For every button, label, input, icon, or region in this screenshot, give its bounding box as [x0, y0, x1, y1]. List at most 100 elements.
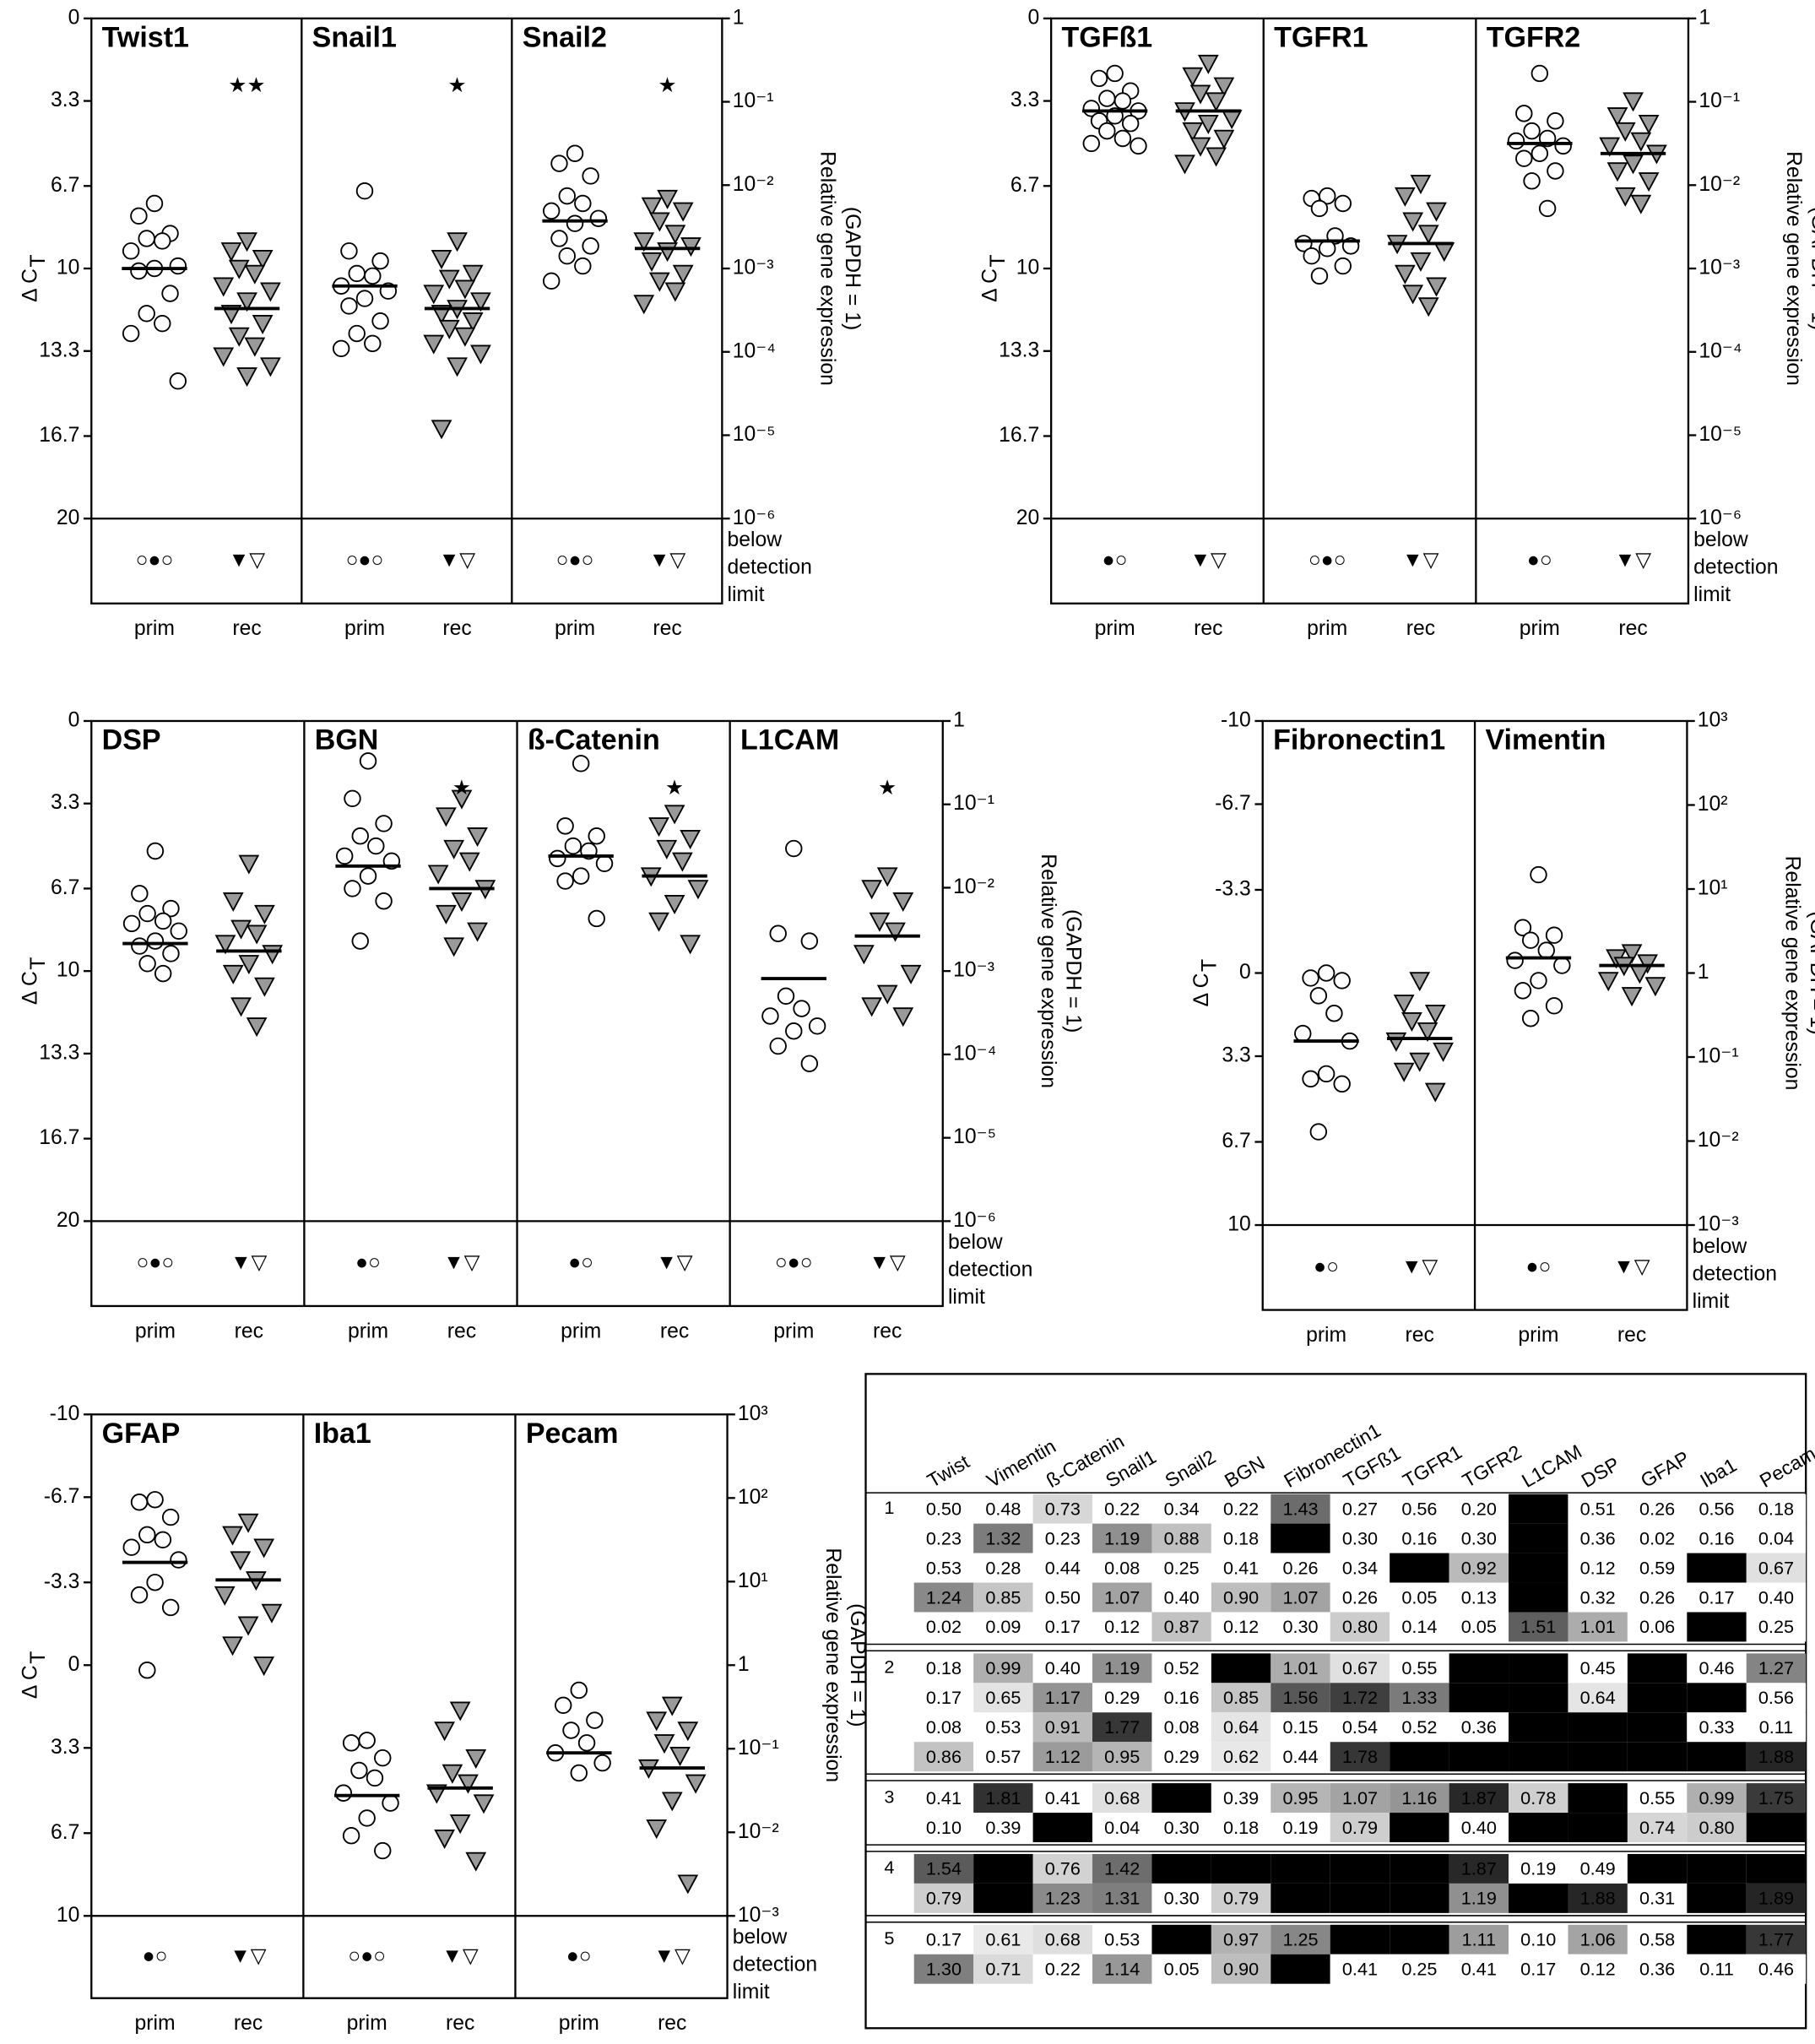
table-cell — [1032, 1783, 1093, 1814]
rec-point — [687, 880, 709, 900]
rec-point — [236, 232, 257, 252]
group-label: prim — [135, 1320, 176, 1342]
table-cell-value: 1.32 — [985, 1527, 1021, 1548]
rec-point — [1417, 1022, 1438, 1042]
prim-point — [558, 247, 576, 265]
below-detection-symbols: ●○ — [568, 1251, 593, 1274]
y2-tick-label: 10⁻³ — [953, 959, 994, 982]
y-tick-label: 10 — [57, 959, 80, 982]
table-cell-value: 0.86 — [926, 1746, 962, 1767]
y2-tick-label: 1 — [1699, 6, 1710, 29]
table-header: BGN — [1221, 1451, 1269, 1492]
y2-tick-label: 10¹ — [738, 1570, 768, 1592]
y-tick-label: 3.3 — [51, 1736, 79, 1759]
below-detection-symbols: ▼▽ — [439, 549, 476, 572]
group-label: rec — [658, 2012, 686, 2035]
table-cell — [1330, 1612, 1390, 1642]
gene-name: L1CAM — [740, 724, 839, 756]
table-cell — [1151, 1612, 1211, 1642]
table-cell-value: 0.26 — [1282, 1557, 1318, 1578]
table-cell-value: 1.12 — [1045, 1746, 1081, 1767]
table-cell-value: 10.8 — [1699, 1929, 1734, 1950]
rec-point — [467, 827, 488, 848]
rec-point — [454, 279, 476, 300]
table-cell — [1687, 1742, 1747, 1772]
rec-point — [646, 1711, 668, 1732]
prim-point — [542, 272, 561, 290]
rec-point — [900, 964, 922, 984]
prim-point — [364, 267, 382, 285]
table-cell-value: 4.46 — [1580, 1817, 1616, 1838]
prim-point — [769, 1037, 787, 1055]
rec-point — [1213, 129, 1235, 149]
prim-point — [358, 1809, 376, 1827]
table-cell-value: 2.18 — [1401, 1817, 1437, 1838]
table-cell — [1509, 1494, 1568, 1524]
table-cell — [1568, 1813, 1628, 1843]
prim-point — [564, 837, 582, 855]
table-cell — [1092, 1813, 1152, 1843]
table-cell — [1746, 1853, 1807, 1884]
prim-point — [1098, 122, 1116, 140]
table-cell — [1449, 1553, 1509, 1583]
prim-point — [1523, 172, 1541, 190]
table-cell — [973, 1783, 1033, 1814]
table-cell-value: 0.51 — [1580, 1498, 1616, 1519]
rec-point — [1628, 964, 1650, 984]
table-cell — [1330, 1582, 1390, 1613]
rec-point — [633, 232, 655, 252]
rec-point — [1638, 172, 1660, 192]
rec-point — [230, 919, 252, 940]
table-cell-value: 0.79 — [926, 1888, 962, 1909]
below-detection-symbols: ○●○ — [136, 549, 174, 572]
rec-point — [892, 892, 914, 913]
table-cell-value: 0.16 — [1164, 1687, 1200, 1708]
prim-point — [371, 252, 389, 270]
prim-point — [1130, 137, 1147, 155]
prim-point — [348, 264, 366, 283]
table-cell-value: 1.42 — [1104, 1858, 1140, 1879]
group-label: rec — [653, 617, 681, 640]
table-cell — [973, 1712, 1033, 1743]
rec-point — [1410, 252, 1432, 272]
table-cell — [1211, 1582, 1271, 1613]
rec-point — [1621, 944, 1643, 964]
table-cell-value: 0.79 — [1223, 1888, 1259, 1909]
prim-point — [1106, 64, 1124, 83]
table-cell — [1151, 1883, 1211, 1913]
table-cell — [1330, 1494, 1390, 1524]
prim-point — [130, 207, 148, 225]
table-cell — [1449, 1813, 1509, 1843]
prim-point — [154, 1531, 172, 1548]
table-cell — [913, 1783, 974, 1814]
y2-tick-label: 1 — [733, 6, 745, 29]
prim-point — [1319, 240, 1336, 258]
table-cell — [1687, 1653, 1747, 1683]
rec-point — [465, 1852, 487, 1872]
y-tick-label: 10 — [1016, 257, 1040, 279]
table-cell-value: 0.22 — [1223, 1498, 1259, 1519]
rec-point — [876, 867, 898, 887]
prim-point — [122, 324, 140, 343]
table-cell — [1211, 1653, 1271, 1683]
prim-point — [358, 1732, 376, 1749]
significance-star: ★ — [665, 777, 684, 800]
table-cell-value: 1.19 — [1104, 1657, 1140, 1678]
table-cell — [1151, 1783, 1211, 1814]
table-cell-value: 0.39 — [985, 1817, 1021, 1838]
rec-point — [1182, 122, 1204, 142]
below-detection-symbols: ○●○ — [348, 1945, 386, 1968]
table-cell — [1568, 1742, 1628, 1772]
table-cell — [1211, 1783, 1271, 1814]
prim-point — [366, 1769, 384, 1787]
table-cell — [1211, 1523, 1271, 1553]
group-label: rec — [447, 1320, 476, 1342]
rec-point — [646, 1819, 668, 1840]
table-cell-value: 0.23 — [1045, 1527, 1081, 1548]
prim-point — [1521, 931, 1540, 949]
y-tick-label: 16.7 — [39, 424, 79, 447]
table-cell — [1627, 1523, 1688, 1553]
y2-tick-label: 10⁻¹ — [953, 792, 994, 815]
prim-point — [586, 1711, 604, 1729]
below-detection-symbols: ●○ — [1103, 549, 1128, 572]
